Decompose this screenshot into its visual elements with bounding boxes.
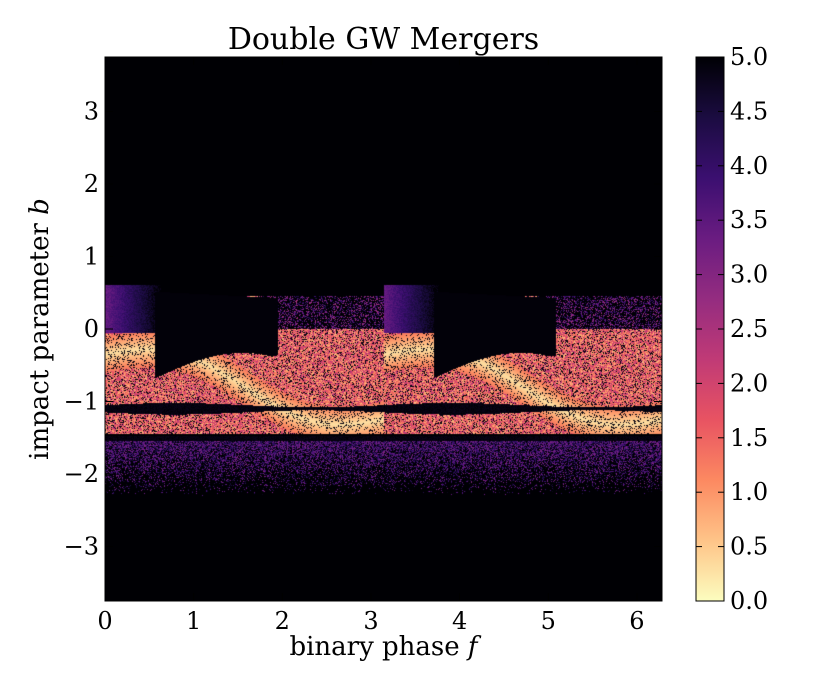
y-tick-label: 2 — [84, 170, 99, 198]
y-tick-label: −1 — [64, 388, 99, 416]
colorbar-tick-label: 3.5 — [730, 206, 768, 234]
x-axis-variable: f — [466, 632, 482, 662]
colorbar-tick-label: 1.0 — [730, 478, 768, 506]
y-axis-variable: b — [25, 198, 55, 215]
colorbar-tick-label: 0.0 — [730, 587, 768, 615]
colorbar-tick-label: 1.5 — [730, 424, 768, 452]
x-tick-label: 6 — [629, 607, 644, 635]
x-tick-label: 1 — [186, 607, 201, 635]
colorbar-tick-label: 3.0 — [730, 261, 768, 289]
chart-title: Double GW Mergers — [228, 22, 539, 57]
x-axis-label-text: binary phase — [289, 632, 459, 662]
y-axis: −3 −2 −1 0 1 2 3 — [64, 97, 662, 561]
y-tick-label: −3 — [64, 533, 99, 561]
y-tick-label: −2 — [64, 460, 99, 488]
colorbar-tick-label: 0.5 — [730, 533, 768, 561]
y-axis-label-text: impact parameter — [25, 223, 55, 460]
colorbar-tick-label: 2.0 — [730, 369, 768, 397]
y-tick-label: 0 — [84, 315, 99, 343]
heatmap-image — [105, 57, 662, 601]
y-tick-label: 1 — [84, 242, 99, 270]
colorbar-tick-label: 4.5 — [730, 97, 768, 125]
x-axis: 0 1 2 3 4 5 6 — [97, 57, 645, 635]
y-axis-label: impact parameter b — [25, 198, 55, 460]
plot-area — [104, 56, 663, 602]
colorbar-tick-label: 5.0 — [730, 43, 768, 71]
colorbar-tick-label: 4.0 — [730, 152, 768, 180]
colorbar: 0.0 0.5 1.0 1.5 2.0 2.5 3.0 3.5 4.0 4.5 5.0 — [695, 43, 768, 615]
x-axis-label: binary phase f — [289, 632, 481, 662]
colorbar-tick-label: 2.5 — [730, 315, 768, 343]
x-tick-label: 4 — [452, 607, 467, 635]
colorbar-ticks: 0.0 0.5 1.0 1.5 2.0 2.5 3.0 3.5 4.0 4.5 5.0 — [696, 43, 768, 615]
y-tick-label: 3 — [84, 97, 99, 125]
x-tick-label: 2 — [275, 607, 290, 635]
x-tick-label: 0 — [97, 607, 112, 635]
x-tick-label: 5 — [541, 607, 556, 635]
x-tick-label: 3 — [363, 607, 378, 635]
